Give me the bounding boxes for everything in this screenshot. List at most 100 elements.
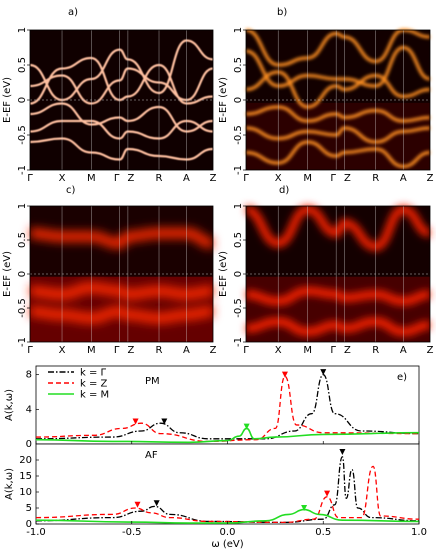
- panel-c: -1-0.500.51E-EF (eV)Γ X M Γ Z R A Zc): [2, 185, 217, 356]
- y-tick-label: -1: [17, 165, 28, 175]
- kpoint-label: Z: [427, 345, 434, 356]
- x-axis-label: ω (eV): [211, 539, 243, 550]
- band-line: [245, 126, 431, 144]
- series-line-kΓ: [35, 456, 420, 524]
- y-tick-label: -0.5: [17, 298, 28, 318]
- band-line: [29, 56, 214, 105]
- kpoint-label: M: [303, 345, 312, 356]
- x-tick-label: -0.5: [122, 527, 142, 538]
- kpoint-label: Γ: [27, 345, 33, 356]
- kpoint-label: A: [183, 173, 190, 184]
- spectrum-PM: 0 4 8 A(k,ω) PM e) k = Γk = Zk = M: [4, 365, 420, 450]
- y-tick-label: 0: [233, 97, 244, 103]
- legend-label: k = Γ: [80, 368, 107, 379]
- peak-marker: [301, 505, 308, 511]
- kpoint-label: Z: [344, 173, 351, 184]
- band-line: [29, 137, 214, 161]
- kpoint-label: R: [372, 173, 379, 184]
- series-line-kΓ: [35, 374, 420, 440]
- y-axis-label: E-EF (eV): [2, 77, 13, 123]
- kpoint-label: Γ: [27, 173, 33, 184]
- kpoint-label: Z: [127, 173, 134, 184]
- kpoint-label: X: [59, 173, 66, 184]
- peak-marker: [243, 423, 250, 430]
- band-line: [245, 105, 431, 123]
- legend-label: k = Z: [80, 379, 108, 390]
- bands: [29, 228, 214, 324]
- y-tick-label: 0.5: [233, 57, 244, 73]
- band-line: [245, 286, 431, 306]
- plot-frame: [35, 365, 420, 445]
- kpoint-label: Z: [427, 173, 434, 184]
- kpoint-label: A: [400, 173, 407, 184]
- panel-a: -1-0.500.51E-EF (eV)Γ X M Γ Z R A Za): [2, 7, 217, 184]
- kpoint-label: Z: [210, 173, 217, 184]
- y-tick-label: 0.5: [17, 57, 28, 73]
- y-tick-label: 15: [19, 471, 32, 482]
- peak-marker: [132, 418, 139, 425]
- kpoint-label: R: [156, 345, 163, 356]
- kpoint-label: M: [87, 345, 96, 356]
- y-tick-label: -0.5: [233, 125, 244, 145]
- x-tick-label: 0.0: [220, 527, 236, 538]
- y-tick-label: 4: [26, 404, 32, 415]
- bands: [245, 28, 431, 169]
- spectrum-label: PM: [145, 376, 160, 387]
- y-tick-label: 0: [17, 271, 28, 277]
- y-tick-label: -1: [233, 337, 244, 347]
- kpoint-label: X: [59, 345, 66, 356]
- x-tick-label: 0.5: [315, 527, 331, 538]
- kpoint-label: Z: [210, 345, 217, 356]
- band-line: [245, 317, 431, 336]
- kpoint-label: Z: [344, 345, 351, 356]
- y-axis-label: E-EF (eV): [218, 77, 229, 123]
- band-line: [29, 102, 214, 133]
- y-tick-label: -1: [17, 337, 28, 347]
- band-line: [29, 228, 214, 249]
- y-tick-label: -0.5: [17, 125, 28, 145]
- kpoint-label: A: [183, 345, 190, 356]
- peak-marker: [134, 501, 141, 508]
- kpoint-label: X: [275, 345, 282, 356]
- y-tick-label: 0: [26, 439, 32, 450]
- kpoint-label: Γ: [114, 173, 120, 184]
- band-line: [29, 282, 214, 300]
- y-tick-label: 20: [19, 455, 32, 466]
- panel-label: b): [277, 7, 287, 18]
- panel-b: -1-0.500.51E-EF (eV)Γ X M Γ Z R A Zb): [218, 7, 434, 184]
- band-line: [29, 119, 214, 140]
- y-tick-label: 0.5: [17, 232, 28, 248]
- y-tick-label: 0: [17, 97, 28, 103]
- x-tick-label: -1.0: [26, 527, 46, 538]
- band-line: [245, 140, 431, 169]
- spectrum-label: AF: [145, 450, 158, 461]
- y-tick-label: 1: [233, 27, 244, 33]
- peak-marker: [324, 490, 331, 497]
- panel-label: d): [279, 185, 289, 196]
- y-tick-label: 0.5: [233, 232, 244, 248]
- x-tick-label: 1.0: [411, 527, 427, 538]
- band-line: [29, 67, 214, 105]
- kpoint-label: Γ: [330, 173, 336, 184]
- panel-d: -1-0.500.51E-EF (eV)Γ X M Γ Z R A Zd): [218, 185, 434, 356]
- y-tick-label: 1: [233, 203, 244, 209]
- kpoint-label: Γ: [114, 345, 120, 356]
- series-line-kM: [35, 427, 420, 444]
- kpoint-label: Z: [127, 345, 134, 356]
- kpoint-label: M: [87, 173, 96, 184]
- spectrum-AF: 0 5 10 15 20 A(k,ω) AF -1.0 -0.5 0.0 0.5 1.0 ω (eV): [4, 443, 427, 550]
- y-tick-label: 0: [26, 519, 32, 530]
- y-tick-label: 10: [19, 487, 32, 498]
- kpoint-label: A: [400, 345, 407, 356]
- series-line-kZ: [35, 465, 420, 524]
- series-line-kM: [35, 508, 420, 524]
- y-tick-label: 5: [26, 503, 32, 514]
- y-axis-label: E-EF (eV): [218, 251, 229, 297]
- peak-marker: [153, 500, 160, 507]
- panel-label: a): [68, 7, 78, 18]
- y-axis-label: A(k,ω): [4, 389, 15, 421]
- y-axis-label: A(k,ω): [4, 468, 15, 500]
- kpoint-label: Γ: [243, 345, 249, 356]
- spectral-panels: 0 4 8 A(k,ω) PM e) k = Γk = Zk = M 0 5 10 15 20 A(k,…: [4, 365, 427, 550]
